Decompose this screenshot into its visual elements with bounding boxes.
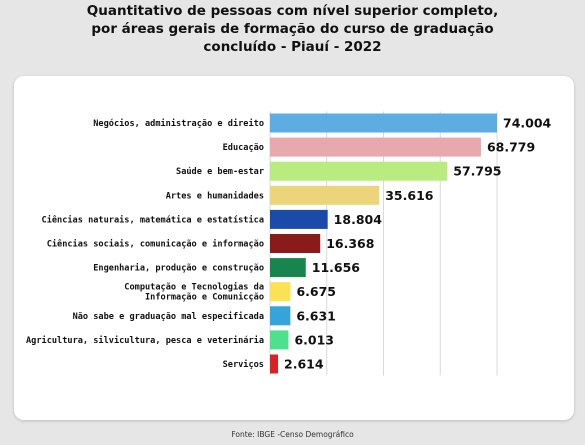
bar <box>270 185 380 205</box>
category-label: Não sabe e graduação mal especificada <box>73 311 264 322</box>
value-label: 2.614 <box>284 357 324 372</box>
value-label: 11.656 <box>312 260 361 275</box>
value-label: 35.616 <box>385 188 434 203</box>
category-label: Artes e humanidades <box>166 190 264 201</box>
bar <box>270 258 306 278</box>
chart-title-line: Quantitativo de pessoas com nível superi… <box>86 3 499 19</box>
chart-title-line: concluído - Piauí - 2022 <box>203 39 382 55</box>
category-label: Educação <box>223 143 264 153</box>
category-label: Computação e Tecnologias da Informação e … <box>124 282 264 303</box>
source-note: Fonte: IBGE -Censo Demográfico <box>231 430 354 439</box>
category-label: Ciências naturais, matemática e estatíst… <box>42 214 264 225</box>
chart-card: Negócios, administração e direito 74.004 E… <box>14 76 574 420</box>
category-label: Engenharia, produção e construção <box>93 263 264 274</box>
bar <box>270 306 291 326</box>
bar <box>270 137 481 157</box>
value-label: 6.675 <box>296 284 336 299</box>
category-label: Negócios, administração e direito <box>93 118 264 129</box>
category-label: Ciências sociais, comunicação e informaç… <box>47 239 264 250</box>
value-label: 6.013 <box>294 332 334 347</box>
bar-chart: Negócios, administração e direito 74.004 E… <box>26 111 552 376</box>
bar <box>270 161 448 181</box>
value-label: 6.631 <box>296 308 336 323</box>
value-label: 68.779 <box>487 140 535 155</box>
value-label: 18.804 <box>334 212 383 227</box>
bar <box>270 113 497 133</box>
category-label: Saúde e bem-estar <box>176 167 264 177</box>
category-label: Serviços <box>223 359 264 370</box>
bar <box>270 282 291 302</box>
category-label: Agricultura, silvicultura, pesca e veter… <box>26 335 264 346</box>
value-label: 57.795 <box>453 164 501 179</box>
chart-title-line: por áreas gerais de formação do curso de… <box>91 21 494 37</box>
value-label: 74.004 <box>503 116 552 131</box>
bar <box>270 330 289 350</box>
value-label: 16.368 <box>326 236 374 251</box>
bar <box>270 209 328 229</box>
bar <box>270 354 279 374</box>
bar <box>270 234 321 253</box>
chart-title: Quantitativo de pessoas com nível superi… <box>0 2 585 56</box>
